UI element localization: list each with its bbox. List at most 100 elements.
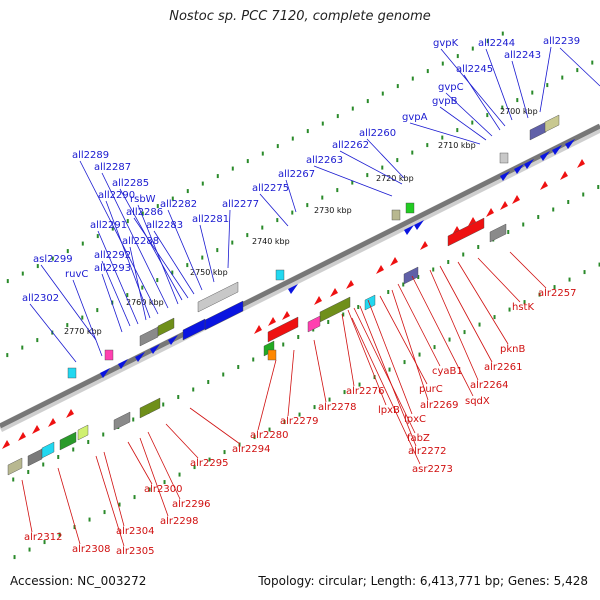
forward-label-leader (199, 224, 215, 283)
forward-label-leader (133, 217, 189, 299)
reverse-label-leader (379, 295, 428, 385)
forward-label-leader (167, 209, 203, 291)
forward-label-rsbW: rsbW (130, 194, 156, 205)
reverse-label-alr2261: alr2261 (484, 362, 522, 373)
forward-label-leader (445, 92, 493, 137)
scale-label: 2730 kbp (314, 206, 352, 215)
forward-label-ruvC: ruvC (65, 269, 88, 280)
reverse-label-leader (429, 269, 479, 381)
reverse-label-lpxB: lpxB (378, 405, 400, 416)
reverse-label-leader (257, 359, 277, 431)
gene-feature (275, 269, 285, 281)
reverse-label-leader (457, 261, 509, 345)
forward-label-all2285: all2285 (112, 178, 149, 189)
forward-label-all2289: all2289 (72, 150, 109, 161)
gene-feature (391, 209, 401, 221)
reverse-label-alr2280: alr2280 (250, 430, 288, 441)
map-title: Nostoc sp. PCC 7120, complete genome (169, 9, 431, 24)
reverse-label-alr2305: alr2305 (116, 546, 154, 557)
reverse-label-alr2300: alr2300 (144, 484, 182, 495)
forward-label-all2239: all2239 (543, 36, 580, 47)
forward-label-gvpB: gvpB (432, 96, 458, 107)
forward-label-leader (105, 200, 151, 319)
reverse-label-leader (287, 349, 295, 417)
forward-label-leader (153, 230, 195, 295)
reverse-label-alr2272: alr2272 (408, 446, 446, 457)
reverse-label-leader (21, 479, 33, 533)
forward-label-leader (72, 279, 103, 357)
forward-gene-arrow (540, 151, 550, 161)
reverse-gene-block (139, 397, 161, 419)
reverse-gene-block (267, 316, 299, 343)
reverse-label-alr2294: alr2294 (232, 444, 270, 455)
forward-label-leader (559, 47, 600, 87)
forward-label-leader (409, 122, 481, 145)
reverse-label-alr2278: alr2278 (318, 402, 356, 413)
reverse-label-alr2264: alr2264 (470, 380, 508, 391)
scale-label: 2760 kbp (126, 298, 164, 307)
forward-label-leader (366, 138, 405, 179)
reverse-gene-arrow (330, 288, 338, 297)
forward-label-all2287: all2287 (94, 162, 131, 173)
reverse-label-purC: purC (419, 384, 443, 395)
scale-label: 2770 kbp (64, 327, 102, 336)
reverse-gene-arrow (390, 257, 398, 266)
forward-gene-arrow (100, 368, 110, 378)
reverse-label-alr2308: alr2308 (72, 544, 110, 555)
reverse-label-alr2312: alr2312 (24, 532, 62, 543)
reverse-label-fabZ: fabZ (407, 433, 430, 444)
reverse-label-leader (313, 339, 327, 403)
gene-feature (405, 202, 415, 214)
forward-label-leader (40, 264, 97, 341)
forward-gene-block (197, 281, 239, 313)
reverse-label-leader (367, 299, 413, 415)
reverse-label-leader (353, 307, 416, 434)
forward-gene-arrow (150, 344, 160, 354)
reverse-gene-block (77, 424, 89, 441)
reverse-label-alr2296: alr2296 (172, 499, 210, 510)
reverse-gene-arrow (2, 440, 10, 449)
reverse-label-leader (439, 265, 493, 363)
forward-label-all2293: all2293 (94, 263, 131, 274)
reverse-gene-block (41, 441, 55, 459)
forward-label-all2288: all2288 (122, 236, 159, 247)
forward-label-leader (259, 193, 289, 227)
forward-label-all2260: all2260 (359, 128, 396, 139)
forward-label-all2283: all2283 (146, 220, 183, 231)
forward-label-all2286: all2286 (126, 207, 163, 218)
scale-label: 2740 kbp (252, 237, 290, 246)
forward-label-leader (29, 303, 77, 363)
reverse-label-leader (95, 455, 125, 547)
forward-label-leader (485, 48, 513, 121)
scale-label: 2720 kbp (376, 174, 414, 183)
forward-gene-block (157, 317, 175, 337)
reverse-label-leader (189, 407, 241, 445)
forward-gene-arrow (552, 145, 562, 155)
forward-gene-block (529, 121, 547, 141)
accession-text: Accession: NC_003272 (10, 574, 147, 588)
reverse-gene-arrow (540, 181, 548, 190)
reverse-label-leader (411, 275, 474, 397)
reverse-gene-block (113, 411, 131, 431)
reverse-label-asr2273: asr2273 (412, 464, 453, 475)
forward-label-all2244: all2244 (478, 38, 515, 49)
forward-label-gvpK: gvpK (433, 38, 459, 49)
reverse-label-leader (165, 423, 199, 459)
forward-label-all2291: all2291 (90, 220, 127, 231)
reverse-label-sqdX: sqdX (465, 396, 490, 407)
forward-label-leader (285, 179, 297, 213)
gene-feature (267, 349, 277, 361)
forward-gene-arrow (135, 352, 145, 362)
forward-label-all2302: all2302 (22, 293, 59, 304)
reverse-gene-arrow (560, 171, 568, 180)
forward-label-leader (137, 204, 179, 305)
forward-label-all2281: all2281 (192, 214, 229, 225)
forward-label-leader (313, 165, 393, 197)
reverse-gene-block (7, 457, 23, 476)
forward-gene-block (182, 318, 206, 341)
reverse-label-leader (127, 441, 153, 485)
forward-label-leader (79, 160, 159, 315)
reverse-label-leader (351, 317, 421, 465)
forward-label-leader (101, 273, 123, 333)
